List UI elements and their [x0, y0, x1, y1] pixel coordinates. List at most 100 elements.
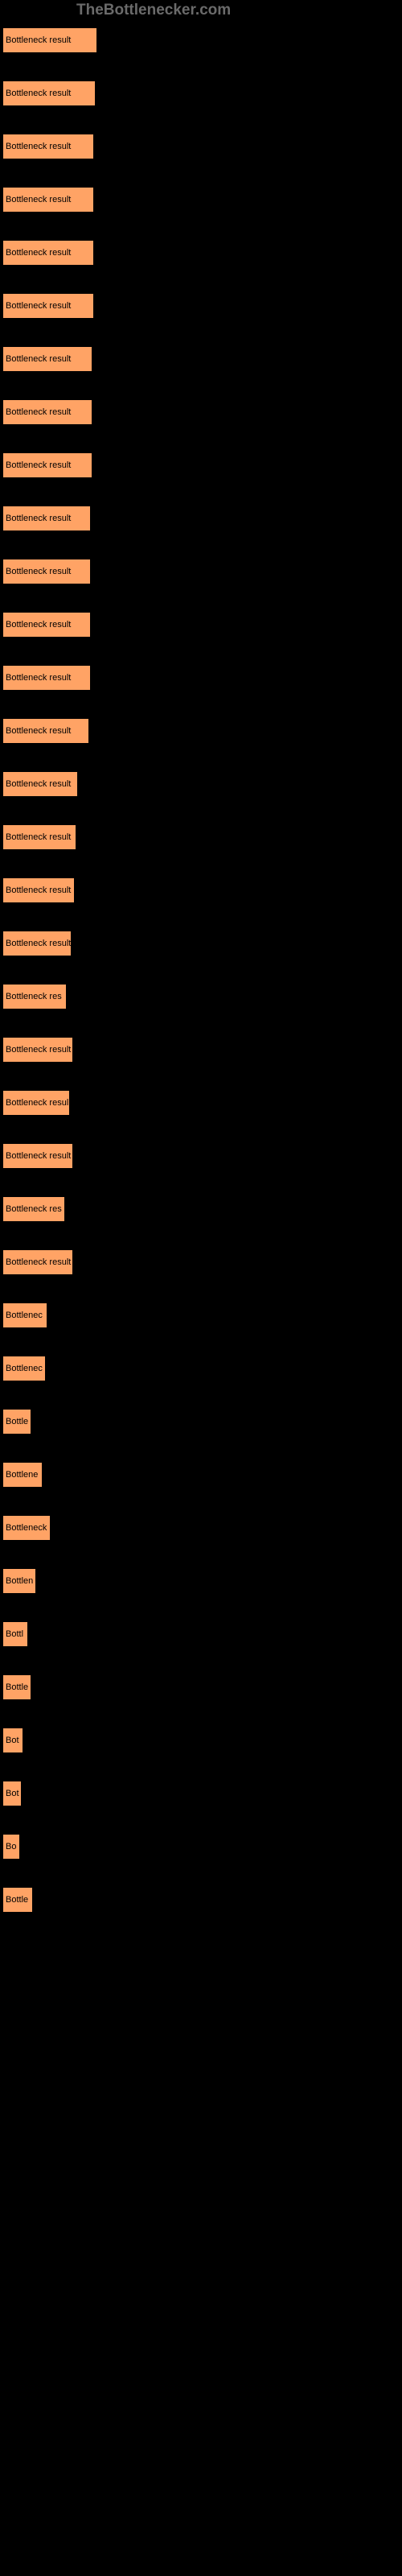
- bar-row: Bot: [3, 1728, 402, 1752]
- bar-label: Bottleneck result: [6, 460, 71, 470]
- bar: Bottlene: [3, 1463, 42, 1487]
- bar-label: Bottle: [6, 1895, 28, 1905]
- bar: Bottleneck result: [3, 666, 90, 690]
- bar-label: Bottleneck result: [6, 35, 71, 45]
- bar-label: Bottleneck result: [6, 886, 71, 895]
- bar-row: Bottle: [3, 1410, 402, 1434]
- bar-label: Bottleneck result: [6, 567, 71, 576]
- bar-row: Bottleneck result: [3, 241, 402, 265]
- bar-row: Bottleneck result: [3, 666, 402, 690]
- bar-row: Bottleneck: [3, 1516, 402, 1540]
- bar-label: Bo: [6, 1842, 16, 1852]
- bar: Bot: [3, 1781, 21, 1806]
- bar: Bottleneck res: [3, 1197, 64, 1221]
- bar: Bottl: [3, 1622, 27, 1646]
- bar-row: Bottleneck result: [3, 559, 402, 584]
- bar: Bottleneck result: [3, 559, 90, 584]
- bar-label: Bottle: [6, 1417, 28, 1426]
- bar-label: Bottleneck resul: [6, 1098, 68, 1108]
- bar-row: Bottle: [3, 1888, 402, 1912]
- bar-label: Bottle: [6, 1682, 28, 1692]
- bar-label: Bottleneck result: [6, 726, 71, 736]
- bar: Bottleneck result: [3, 1250, 72, 1274]
- bar-row: Bottleneck result: [3, 878, 402, 902]
- bar-row: Bottleneck result: [3, 294, 402, 318]
- bar-row: Bottleneck result: [3, 719, 402, 743]
- bar: Bottle: [3, 1888, 32, 1912]
- bar-label: Bottleneck result: [6, 407, 71, 417]
- bar-label: Bottleneck result: [6, 620, 71, 630]
- bar-label: Bottleneck result: [6, 779, 71, 789]
- bar-row: Bottleneck res: [3, 985, 402, 1009]
- bar: Bottleneck result: [3, 772, 77, 796]
- bar: Bottleneck result: [3, 28, 96, 52]
- bar: Bottleneck result: [3, 719, 88, 743]
- bar-row: Bottlene: [3, 1463, 402, 1487]
- bar: Bottlenec: [3, 1356, 45, 1381]
- bar-label: Bot: [6, 1789, 19, 1798]
- bar-label: Bottleneck result: [6, 514, 71, 523]
- bar: Bottleneck result: [3, 453, 92, 477]
- bar: Bottlenec: [3, 1303, 47, 1327]
- bar: Bottleneck result: [3, 294, 93, 318]
- bar-row: Bottlenec: [3, 1356, 402, 1381]
- bar-label: Bottleneck result: [6, 248, 71, 258]
- bar-row: Bottleneck result: [3, 453, 402, 477]
- bar: Bottleneck res: [3, 985, 66, 1009]
- bar: Bottleneck result: [3, 1038, 72, 1062]
- bar-row: Bottleneck result: [3, 81, 402, 105]
- bar-row: Bo: [3, 1835, 402, 1859]
- bar-row: Bottleneck result: [3, 613, 402, 637]
- bar: Bottleneck result: [3, 931, 71, 956]
- bar-row: Bottleneck result: [3, 400, 402, 424]
- bar: Bottleneck result: [3, 878, 74, 902]
- bar-row: Bottleneck result: [3, 825, 402, 849]
- bar-label: Bottleneck: [6, 1523, 47, 1533]
- bar-row: Bottle: [3, 1675, 402, 1699]
- bar-row: Bottleneck result: [3, 188, 402, 212]
- bar-row: Bottleneck result: [3, 134, 402, 159]
- bar-label: Bottlenec: [6, 1311, 43, 1320]
- bar-label: Bottleneck result: [6, 142, 71, 151]
- bar-row: Bottlen: [3, 1569, 402, 1593]
- bar-label: Bottleneck result: [6, 1045, 71, 1055]
- bar-label: Bottleneck res: [6, 1204, 62, 1214]
- bar-label: Bottleneck result: [6, 1151, 71, 1161]
- bar-label: Bottleneck result: [6, 89, 71, 98]
- bar-row: Bottleneck result: [3, 772, 402, 796]
- bar-chart: Bottleneck result Bottleneck result Bottle…: [0, 20, 402, 1912]
- bar-row: Bottleneck result: [3, 1038, 402, 1062]
- bar-label: Bottleneck result: [6, 673, 71, 683]
- bar: Bottleneck result: [3, 81, 95, 105]
- bar-label: Bottlen: [6, 1576, 33, 1586]
- bar-label: Bottleneck result: [6, 195, 71, 204]
- bar-label: Bottleneck result: [6, 1257, 71, 1267]
- bar-row: Bottlenec: [3, 1303, 402, 1327]
- bar: Bottleneck: [3, 1516, 50, 1540]
- bar: Bottleneck result: [3, 1144, 72, 1168]
- bar-label: Bottleneck res: [6, 992, 62, 1001]
- bar-row: Bottleneck result: [3, 28, 402, 52]
- bar: Bottleneck result: [3, 347, 92, 371]
- bar: Bottleneck result: [3, 613, 90, 637]
- bar-label: Bottl: [6, 1629, 23, 1639]
- bar-row: Bottleneck resul: [3, 1091, 402, 1115]
- bar: Bottlen: [3, 1569, 35, 1593]
- bar: Bottle: [3, 1410, 31, 1434]
- bar-row: Bottl: [3, 1622, 402, 1646]
- bar-label: Bottlenec: [6, 1364, 43, 1373]
- bar-label: Bottleneck result: [6, 354, 71, 364]
- bar-row: Bottleneck result: [3, 1144, 402, 1168]
- bar: Bottleneck result: [3, 134, 93, 159]
- bar-row: Bottleneck result: [3, 506, 402, 530]
- watermark-text: TheBottlenecker.com: [76, 2, 231, 19]
- bar-label: Bottleneck result: [6, 832, 71, 842]
- bar-label: Bottleneck result: [6, 939, 71, 948]
- bar-label: Bottleneck result: [6, 301, 71, 311]
- bar: Bottleneck result: [3, 400, 92, 424]
- bar: Bo: [3, 1835, 19, 1859]
- bar-row: Bottleneck result: [3, 931, 402, 956]
- bar-row: Bottleneck result: [3, 1250, 402, 1274]
- bar-row: Bot: [3, 1781, 402, 1806]
- bar-label: Bot: [6, 1736, 19, 1745]
